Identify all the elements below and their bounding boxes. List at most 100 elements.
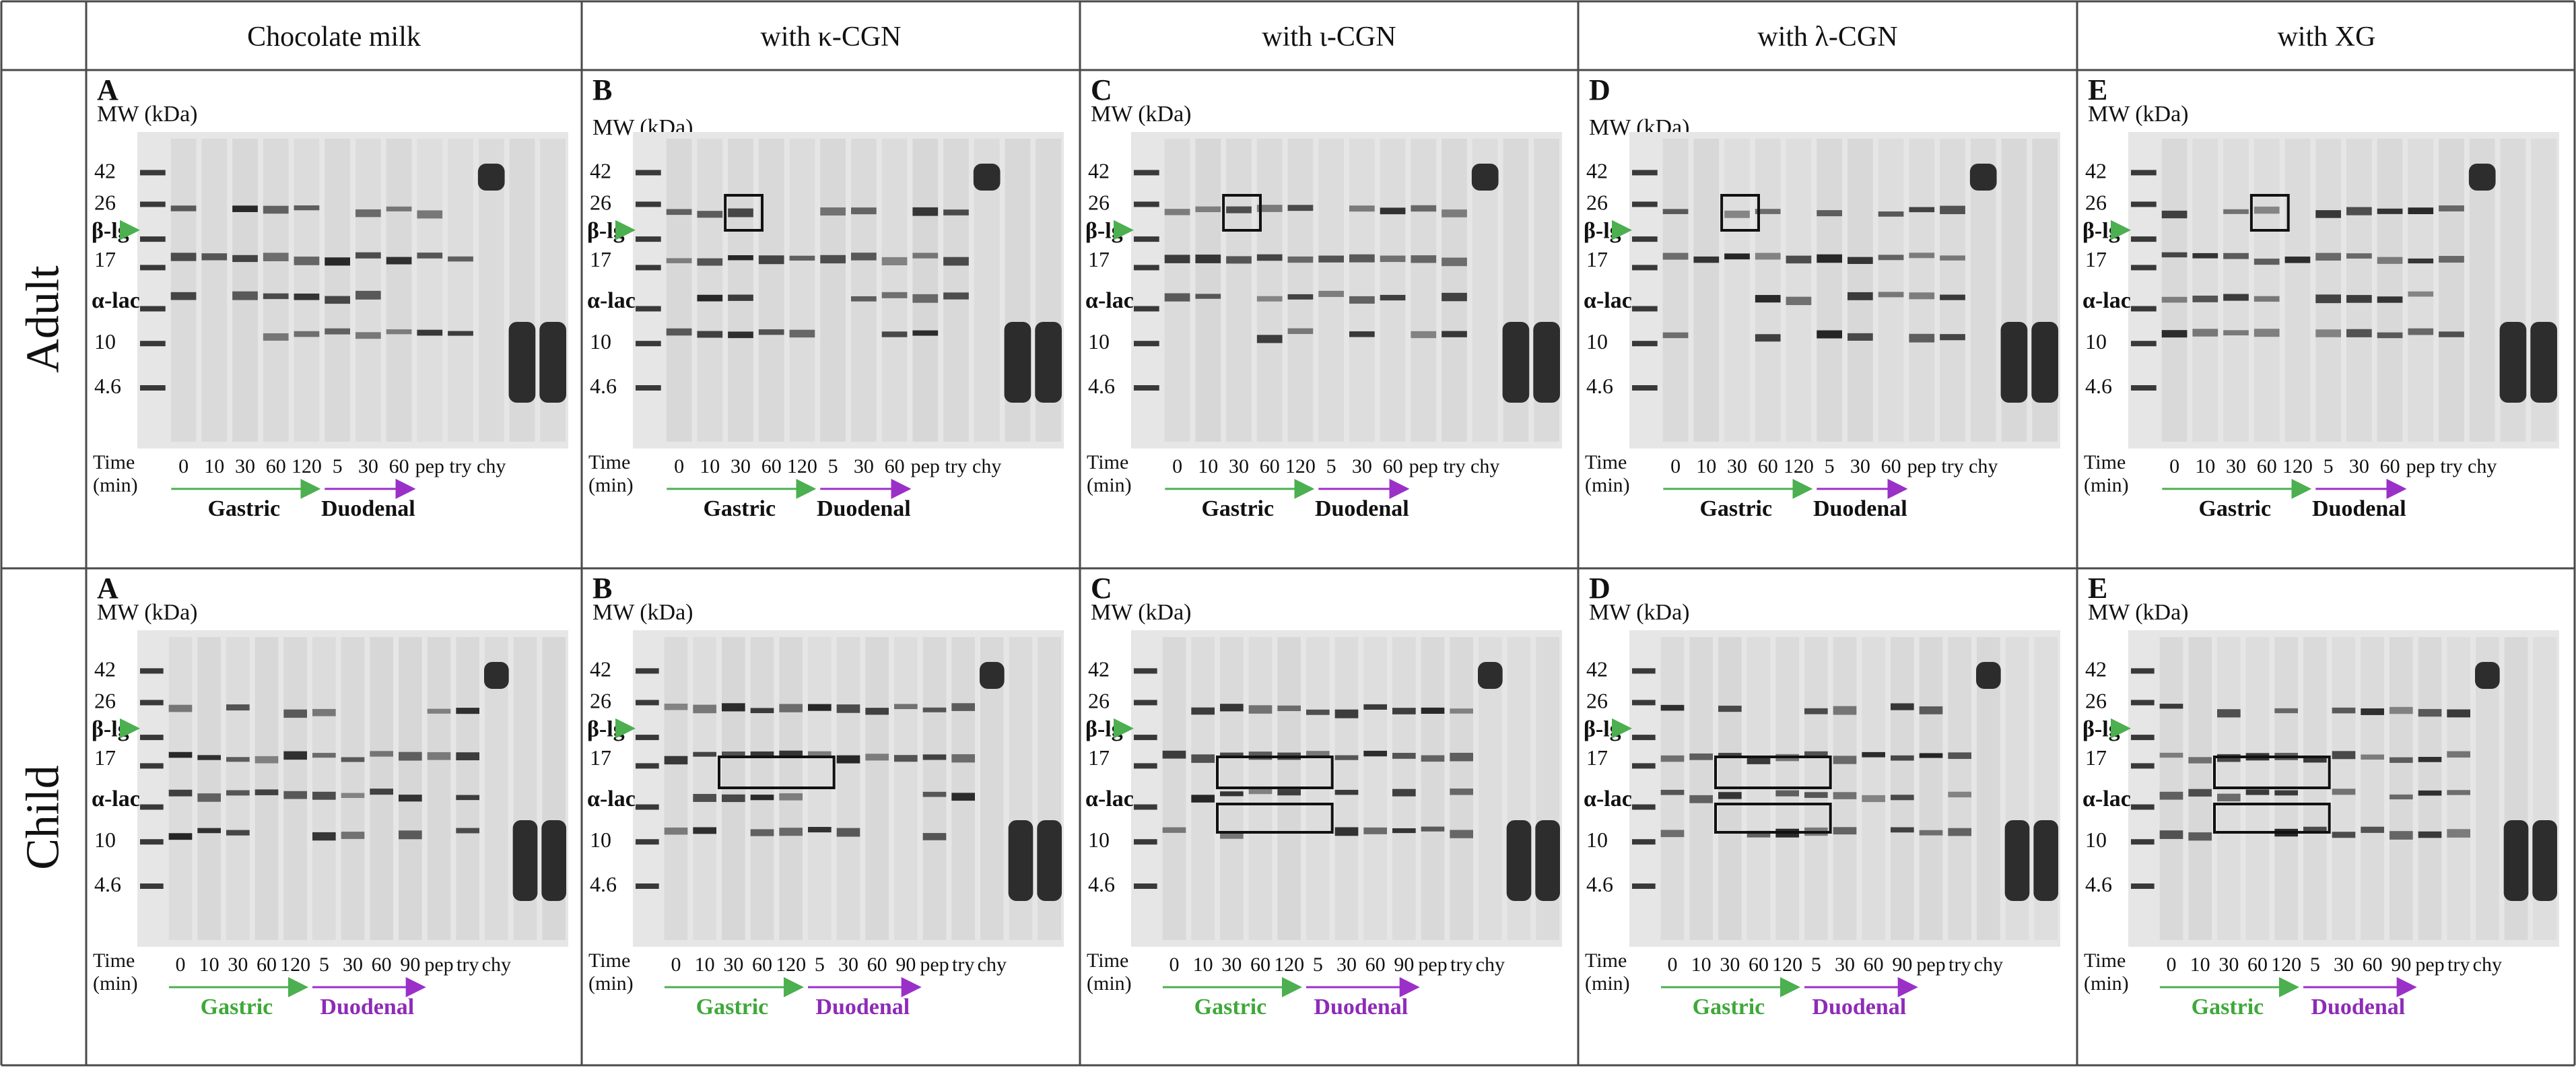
protein-band <box>2439 331 2464 337</box>
protein-band <box>2223 330 2249 336</box>
lane-smear <box>1226 139 1252 442</box>
lane-smear <box>1662 139 1689 442</box>
mw-marker: 42 <box>1088 158 1110 182</box>
panel-letter: A <box>97 572 118 605</box>
lane-label-enzyme: try <box>2440 455 2462 477</box>
lane-label-gastric: 120 <box>1274 954 1304 976</box>
protein-band <box>2346 253 2372 259</box>
lane-label-duodenal: 60 <box>1365 954 1386 976</box>
lane-label-enzyme: chy <box>2468 455 2497 477</box>
protein-band <box>2161 296 2188 303</box>
protein-band <box>1940 294 1965 300</box>
protein-band <box>2315 253 2341 261</box>
protein-band <box>1287 328 1314 335</box>
ladder-band <box>636 804 659 810</box>
protein-band <box>386 329 412 335</box>
lane-label-gastric: 60 <box>2257 455 2277 477</box>
lane-label-gastric: 30 <box>1229 455 1249 477</box>
protein-band <box>1306 709 1330 715</box>
lane-smear <box>1349 139 1375 442</box>
lane-smear <box>1817 139 1842 442</box>
protein-band <box>294 293 320 300</box>
lane-label-gastric: 60 <box>1260 455 1280 477</box>
protein-band <box>1164 255 1190 263</box>
protein-band <box>881 331 908 337</box>
ladder-band <box>636 763 659 769</box>
protein-band <box>1747 756 1771 764</box>
protein-band <box>1392 708 1416 714</box>
lane-label-duodenal: 30 <box>2349 455 2369 477</box>
protein-band <box>232 291 258 300</box>
lane-smear <box>1689 637 1713 940</box>
lane-label-duodenal: 30 <box>343 954 363 976</box>
protein-band <box>2389 794 2413 800</box>
mw-marker: 4.6 <box>94 872 121 896</box>
protein-band <box>728 255 753 261</box>
lane-label-gastric: 60 <box>1758 455 1778 477</box>
enzyme-band <box>541 820 566 901</box>
lane-label-duodenal: 5 <box>1313 954 1323 976</box>
protein-band <box>1226 256 1252 264</box>
lane-smear <box>1848 139 1873 442</box>
protein-band <box>1442 292 1467 302</box>
protein-band <box>808 827 832 833</box>
protein-band <box>255 756 279 764</box>
protein-band <box>1689 795 1713 803</box>
protein-band <box>168 789 193 797</box>
protein-band <box>1848 292 1873 300</box>
panel-letter: E <box>2088 73 2107 106</box>
lane-label-duodenal: 5 <box>319 954 329 976</box>
alac-label: α-lac <box>1584 787 1632 811</box>
protein-band <box>226 704 250 711</box>
time-unit-label: (min) <box>588 474 634 496</box>
lane-smear <box>325 139 350 442</box>
protein-band <box>851 207 877 215</box>
protein-band <box>1162 827 1186 833</box>
time-label: Time <box>1087 451 1128 473</box>
lane-label-enzyme: pep <box>1916 954 1945 976</box>
protein-band <box>697 258 723 266</box>
lane-smear <box>1287 139 1314 442</box>
protein-band <box>1380 207 1406 215</box>
lane-smear <box>2447 637 2470 940</box>
protein-band <box>1256 296 1283 302</box>
lane-label-gastric: 0 <box>671 954 681 976</box>
protein-band <box>226 790 250 796</box>
protein-band <box>1287 256 1314 263</box>
lane-label-gastric: 30 <box>1720 954 1740 976</box>
lane-smear <box>1724 139 1750 442</box>
time-label: Time <box>1585 451 1627 473</box>
alac-label: α-lac <box>92 288 140 313</box>
protein-band <box>370 751 393 757</box>
protein-band <box>851 253 877 261</box>
enzyme-band <box>1535 820 1560 901</box>
protein-band <box>1878 211 1904 217</box>
lane-label-gastric: 0 <box>176 954 186 976</box>
ladder-band <box>636 341 661 347</box>
protein-band <box>1318 255 1344 263</box>
mw-marker: 10 <box>590 329 611 354</box>
protein-band <box>820 207 846 216</box>
duodenal-phase-label: Duodenal <box>1813 496 1907 521</box>
protein-band <box>2223 209 2249 214</box>
row-header: Child <box>18 765 69 870</box>
lane-label-enzyme: try <box>1443 455 1465 477</box>
protein-band <box>355 252 381 259</box>
protein-band <box>1287 205 1314 211</box>
alac-label: α-lac <box>1085 787 1134 811</box>
ladder-band <box>140 735 164 741</box>
alac-label: α-lac <box>587 288 636 313</box>
ladder-band <box>2131 883 2155 889</box>
lane-smear <box>1940 139 1965 442</box>
lane-label-enzyme: try <box>1450 954 1472 976</box>
lane-smear <box>2161 139 2188 442</box>
protein-band <box>263 333 289 341</box>
lane-label-gastric: 120 <box>280 954 310 976</box>
ladder-band <box>140 385 166 391</box>
protein-band <box>922 707 947 712</box>
protein-band <box>1363 827 1387 834</box>
panel-letter: C <box>1091 572 1112 605</box>
mw-marker: 4.6 <box>2085 872 2112 896</box>
